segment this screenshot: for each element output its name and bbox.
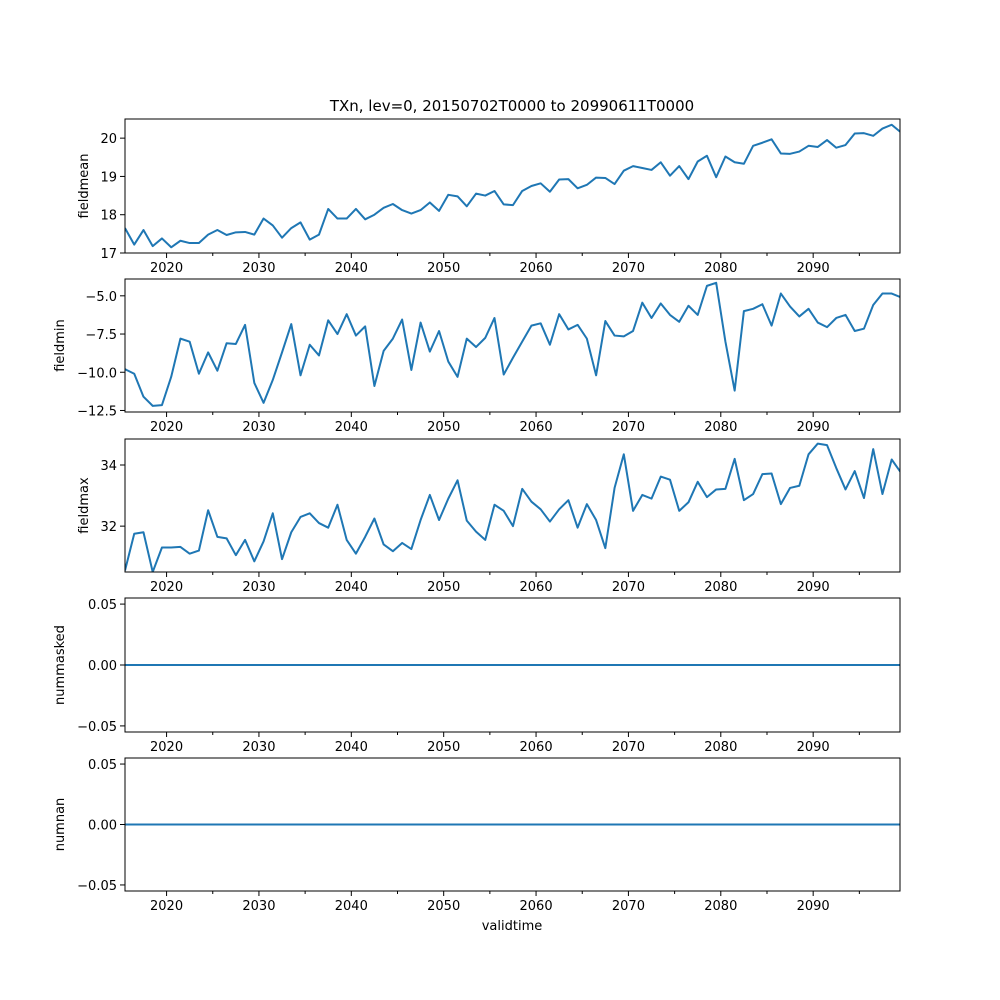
fieldmin-y-tick-label: −12.5 <box>77 404 117 419</box>
nummasked-x-tick-label: 2040 <box>335 740 368 755</box>
numnan-y-tick-label: −0.05 <box>77 879 117 894</box>
fieldmean-x-tick-label: 2080 <box>704 261 737 276</box>
fieldmean-x-tick-label: 2050 <box>427 261 460 276</box>
panel-fieldmin: −12.5 −10.0 −7.5 −5.0 2020 2030 2040 2050 2060 20… <box>53 278 901 435</box>
nummasked-x-tick-label: 2050 <box>427 740 460 755</box>
nummasked-y-tick-label: −0.05 <box>77 720 117 735</box>
nummasked-x-tick-label: 2060 <box>520 740 553 755</box>
fieldmax-y-axis-label: fieldmax <box>77 477 92 534</box>
nummasked-y-axis-label: nummasked <box>53 625 68 705</box>
chart-title: TXn, lev=0, 20150702T0000 to 20990611T00… <box>329 97 694 115</box>
fieldmean-y-axis-label: fieldmean <box>77 154 92 219</box>
numnan-x-tick-label: 2050 <box>427 899 460 914</box>
fieldmin-y-axis-label: fieldmin <box>53 319 68 372</box>
numnan-x-tick-label: 2080 <box>704 899 737 914</box>
numnan-x-tick-label: 2070 <box>612 899 645 914</box>
fieldmin-y-tick-label: −5.0 <box>85 290 117 305</box>
fieldmean-x-tick-label: 2020 <box>150 261 183 276</box>
panel-fieldmax: 32 34 2020 2030 2040 2050 2060 2070 2080 2090 fiel… <box>77 438 901 595</box>
fieldmax-x-tick-label: 2070 <box>612 580 645 595</box>
fieldmax-y-tick-label: 34 <box>100 459 117 474</box>
fieldmin-y-tick-label: −10.0 <box>77 366 117 381</box>
fieldmax-x-tick-label: 2050 <box>427 580 460 595</box>
fieldmax-x-tick-label: 2090 <box>797 580 830 595</box>
fieldmin-x-tick-label: 2070 <box>612 420 645 435</box>
fieldmean-y-tick-label: 18 <box>100 209 117 224</box>
nummasked-x-tick-label: 2090 <box>797 740 830 755</box>
nummasked-x-tick-label: 2070 <box>612 740 645 755</box>
fieldmean-y-tick-label: 17 <box>100 247 117 262</box>
fieldmax-y-tick-label: 32 <box>100 520 117 535</box>
fieldmin-y-tick-label: −7.5 <box>85 328 117 343</box>
fieldmin-x-tick-label: 2020 <box>150 420 183 435</box>
numnan-x-tick-label: 2040 <box>335 899 368 914</box>
fieldmin-x-tick-label: 2040 <box>335 420 368 435</box>
numnan-y-axis-label: numnan <box>53 798 68 852</box>
fieldmax-x-tick-label: 2030 <box>242 580 275 595</box>
x-axis-label: validtime <box>482 919 543 934</box>
fieldmax-x-tick-label: 2020 <box>150 580 183 595</box>
fieldmax-x-tick-label: 2080 <box>704 580 737 595</box>
fieldmin-axes-frame <box>124 278 901 413</box>
fieldmean-x-tick-label: 2060 <box>520 261 553 276</box>
nummasked-y-tick-label: 0.00 <box>88 659 117 674</box>
fieldmin-series-line <box>125 281 900 407</box>
nummasked-x-tick-label: 2030 <box>242 740 275 755</box>
fieldmin-x-tick-label: 2030 <box>242 420 275 435</box>
fieldmax-axes-frame <box>124 438 901 573</box>
numnan-x-tick-label: 2030 <box>242 899 275 914</box>
nummasked-y-tick-label: 0.05 <box>88 598 117 613</box>
fieldmean-x-tick-label: 2030 <box>242 261 275 276</box>
fieldmax-series-line <box>125 442 900 572</box>
nummasked-x-tick-label: 2080 <box>704 740 737 755</box>
numnan-x-tick-label: 2020 <box>150 899 183 914</box>
fieldmean-axes-frame <box>124 118 901 254</box>
nummasked-x-tick-label: 2020 <box>150 740 183 755</box>
fieldmean-series-line <box>125 123 900 249</box>
fieldmean-y-tick-label: 20 <box>100 132 117 147</box>
fieldmax-x-tick-label: 2040 <box>335 580 368 595</box>
numnan-y-tick-label: 0.00 <box>88 819 117 834</box>
fieldmin-x-tick-label: 2080 <box>704 420 737 435</box>
numnan-x-tick-label: 2090 <box>797 899 830 914</box>
fieldmin-x-tick-label: 2060 <box>520 420 553 435</box>
fieldmean-x-tick-label: 2070 <box>612 261 645 276</box>
panel-numnan: −0.05 0.00 0.05 2020 2030 2040 2050 2060 2070 208… <box>53 757 901 914</box>
numnan-y-tick-label: 0.05 <box>88 758 117 773</box>
numnan-x-tick-label: 2060 <box>520 899 553 914</box>
fieldmin-x-tick-label: 2090 <box>797 420 830 435</box>
fieldmin-x-tick-label: 2050 <box>427 420 460 435</box>
fieldmax-x-tick-label: 2060 <box>520 580 553 595</box>
fieldmean-x-tick-label: 2090 <box>797 261 830 276</box>
fieldmean-y-tick-label: 19 <box>100 170 117 185</box>
fieldmean-x-tick-label: 2040 <box>335 261 368 276</box>
panel-nummasked: −0.05 0.00 0.05 2020 2030 2040 2050 2060 2070 208… <box>53 597 901 755</box>
